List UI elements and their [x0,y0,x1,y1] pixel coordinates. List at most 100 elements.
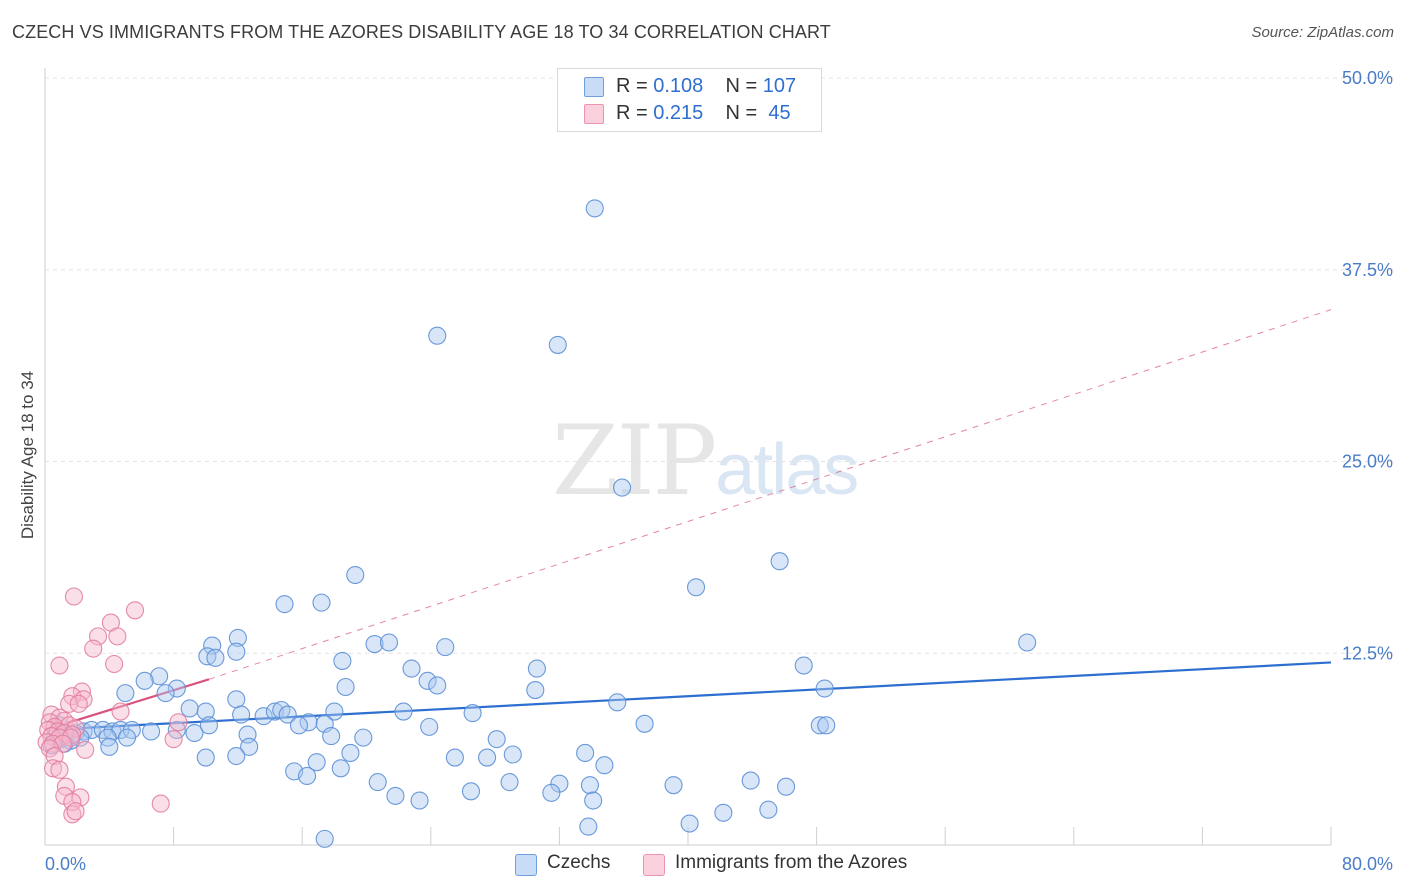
point-czechs [116,684,135,703]
point-czechs [794,656,813,675]
point-azores [66,802,85,821]
point-czechs [635,714,654,733]
point-azores [69,694,88,713]
point-czechs [325,702,344,721]
point-czechs [240,737,259,756]
point-czechs [100,737,119,756]
point-czechs [98,728,117,747]
y-tick-label: 12.5% [1342,643,1393,663]
point-czechs [428,326,447,345]
point-czechs [608,693,627,712]
x-tick-label: 80.0% [1342,854,1393,874]
point-czechs [206,648,225,667]
point-czechs [135,671,154,690]
watermark-atlas: atlas [715,430,859,510]
watermark: ZIPatlas [552,405,859,517]
point-czechs [167,679,186,698]
point-czechs [227,690,246,709]
series-label-czechs: Czechs [547,852,611,873]
data-points [37,199,1037,848]
point-czechs [354,728,373,747]
trend-line-extension [208,309,1332,680]
point-czechs [542,783,561,802]
point-czechs [548,335,567,354]
point-czechs [410,791,429,810]
point-czechs [714,803,733,822]
point-czechs [315,829,334,848]
point-azores [50,760,69,779]
point-czechs [428,676,447,695]
legend-r-value: 0.215 [653,102,704,124]
point-czechs [232,705,251,724]
series-swatch-czechs [515,854,537,876]
point-czechs [394,702,413,721]
point-czechs [487,730,506,749]
point-czechs [297,766,317,786]
point-czechs [142,722,161,741]
legend-text-azores: R = 0.215 N = 45 [616,102,791,124]
legend-r-value: 0.108 [653,75,704,97]
point-czechs [759,800,778,819]
chart-title: CZECH VS IMMIGRANTS FROM THE AZORES DISA… [12,22,831,42]
point-czechs [365,634,384,654]
point-azores [43,759,63,778]
point-azores [151,794,170,813]
point-azores [108,627,127,646]
point-czechs [117,728,137,747]
point-czechs [463,704,482,723]
point-czechs [227,746,246,766]
point-czechs [150,667,169,686]
point-czechs [312,593,331,612]
point-czechs [613,478,632,497]
point-azores [125,601,145,620]
point-azores [84,639,103,658]
point-czechs [331,759,350,778]
point-czechs [461,782,481,801]
point-czechs [576,743,595,763]
point-czechs [275,595,294,614]
point-czechs [196,748,215,767]
point-czechs [199,716,219,735]
legend-n-value: 45 [762,102,791,124]
x-tick-label: 0.0% [45,854,86,874]
point-azores [105,654,124,674]
point-azores [111,702,130,721]
point-azores [50,656,69,675]
tick-labels: 12.5% 25.0% 37.5% 50.0% 0.0% 80.0% [45,68,1393,874]
point-czechs [680,814,699,833]
point-czechs [664,776,683,795]
series-legend: Czechs Immigrants from the Azores [0,852,1406,876]
trend-line [44,661,1332,732]
trend-lines [44,309,1332,732]
point-czechs [527,659,546,678]
point-czechs [379,633,399,652]
point-azores [76,740,95,759]
point-czechs [346,565,365,585]
point-czechs [289,716,309,735]
series-swatch-azores [643,854,665,876]
point-czechs [196,702,215,721]
point-czechs [1018,633,1037,652]
gridlines [45,77,1395,654]
point-czechs [815,679,834,698]
point-czechs [686,578,706,597]
watermark-zip: ZIP [552,405,717,517]
point-czechs [436,638,455,657]
point-azores [63,805,82,824]
point-azores [60,694,79,713]
point-czechs [180,699,199,718]
point-czechs [445,748,464,767]
point-czechs [503,745,522,764]
y-tick-label: 37.5% [1342,260,1393,280]
point-czechs [418,671,437,690]
point-czechs [500,773,519,792]
point-czechs [770,552,789,571]
point-azores [169,713,188,732]
point-czechs [817,716,836,735]
point-czechs [333,651,352,670]
point-czechs [595,756,614,775]
point-azores [56,777,75,796]
y-tick-label: 50.0% [1342,68,1393,88]
point-czechs [336,677,355,697]
y-tick-label: 25.0% [1342,452,1393,472]
